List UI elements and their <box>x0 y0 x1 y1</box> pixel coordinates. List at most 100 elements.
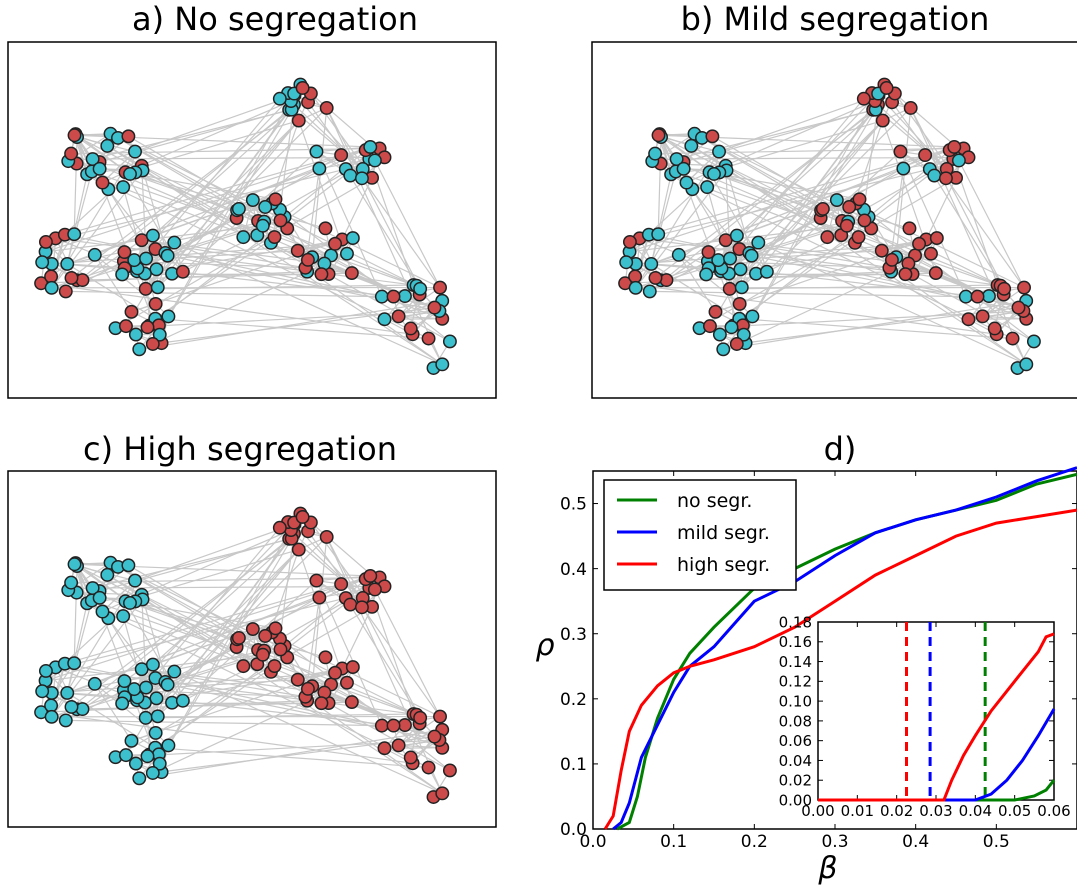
network-node <box>75 702 90 717</box>
network-edge <box>709 119 883 173</box>
network-edge <box>125 548 299 602</box>
network-edge <box>729 107 912 290</box>
network-node <box>150 709 165 724</box>
network-node <box>699 267 714 282</box>
network-node <box>255 647 270 662</box>
network-node <box>231 630 246 645</box>
network-node <box>123 596 137 610</box>
x-tick-label: 0.05 <box>998 802 1031 820</box>
network-node <box>152 327 167 342</box>
network-edge <box>66 603 88 694</box>
network-edge <box>650 171 677 265</box>
network-edge <box>648 154 926 236</box>
network-node <box>433 709 447 724</box>
x-tick-label: 0.0 <box>579 832 606 852</box>
x-tick-label: 0.00 <box>801 802 834 820</box>
network-node <box>619 255 634 270</box>
network-edge <box>91 599 414 715</box>
network-node <box>744 248 759 263</box>
network-edge <box>66 692 156 749</box>
network-node <box>729 228 744 243</box>
network-node <box>363 568 378 583</box>
network-edge <box>66 263 156 320</box>
network-node <box>857 213 872 228</box>
network-edge <box>279 638 441 718</box>
network-node <box>427 300 442 315</box>
network-node <box>328 665 343 680</box>
network-edge <box>64 154 342 236</box>
network-node <box>912 236 927 251</box>
network-node <box>309 144 324 159</box>
x-tick-label: 0.3 <box>821 832 848 852</box>
network-node <box>343 168 358 183</box>
y-axis-label: ρ <box>535 628 554 663</box>
network-node <box>328 236 343 251</box>
network-edge <box>102 580 136 613</box>
x-tick-label: 0.5 <box>983 832 1010 852</box>
network-node <box>736 327 751 342</box>
network-node <box>707 167 721 181</box>
network-edge <box>71 538 293 708</box>
epidemic-threshold-chart: 0.0 0.1 0.2 0.3 0.4 0.5 0.0 0.1 0.2 0.3 0.4 0.5 β ρ no… <box>535 466 1077 886</box>
network-node <box>648 270 663 285</box>
network-node <box>815 201 830 216</box>
network-edge <box>152 93 312 237</box>
network-edge <box>738 236 859 320</box>
network-node <box>671 247 686 262</box>
network-edge <box>725 165 753 256</box>
network-edge <box>117 137 443 320</box>
network-node <box>433 280 447 295</box>
network-node <box>374 718 389 733</box>
network-edge <box>174 671 443 794</box>
network-node <box>295 510 310 524</box>
network-edge <box>135 171 417 287</box>
network-node <box>124 304 139 319</box>
network-edge <box>284 146 371 218</box>
network-node <box>268 621 283 636</box>
network-node <box>924 246 938 261</box>
network-node <box>958 289 973 304</box>
network-node <box>255 218 270 233</box>
network-node <box>116 609 131 624</box>
network-node <box>58 284 73 299</box>
network-node <box>119 319 133 334</box>
network-node <box>132 771 147 786</box>
network-edge <box>701 137 1027 320</box>
network-panel-mild-segregation <box>591 41 1077 399</box>
network-node <box>267 230 282 244</box>
network-node <box>117 674 132 689</box>
network-node <box>724 320 739 335</box>
network-edge <box>117 566 443 749</box>
network-nodes <box>618 77 1041 375</box>
network-node <box>124 733 139 748</box>
network-edge <box>715 238 927 313</box>
network-edge <box>51 672 336 694</box>
network-edge <box>305 267 443 365</box>
network-node <box>139 251 154 266</box>
network-node <box>345 660 360 675</box>
network-node <box>95 604 110 619</box>
network-edge <box>723 300 1027 350</box>
network-edge <box>758 242 1027 365</box>
network-node <box>334 577 349 592</box>
network-node <box>128 144 142 159</box>
network-node <box>150 280 165 295</box>
network-node <box>981 289 996 304</box>
network-edge <box>66 171 93 265</box>
x-tick-label: 0.1 <box>660 832 687 852</box>
y-tick-label: 0.1 <box>560 755 587 775</box>
network-edge <box>719 171 1001 287</box>
network-node <box>312 161 327 176</box>
network-node <box>64 699 79 714</box>
legend-label: high segr. <box>677 554 770 576</box>
inset-chart-frame <box>817 621 1055 801</box>
network-node <box>345 231 360 246</box>
network-node <box>659 273 674 288</box>
x-tick-label: 0.01 <box>841 802 874 820</box>
network-node <box>628 269 643 284</box>
network-node <box>60 256 75 271</box>
network-node <box>44 269 59 284</box>
network-node <box>273 213 288 228</box>
network-edge <box>139 300 443 350</box>
network-edge <box>174 242 443 365</box>
